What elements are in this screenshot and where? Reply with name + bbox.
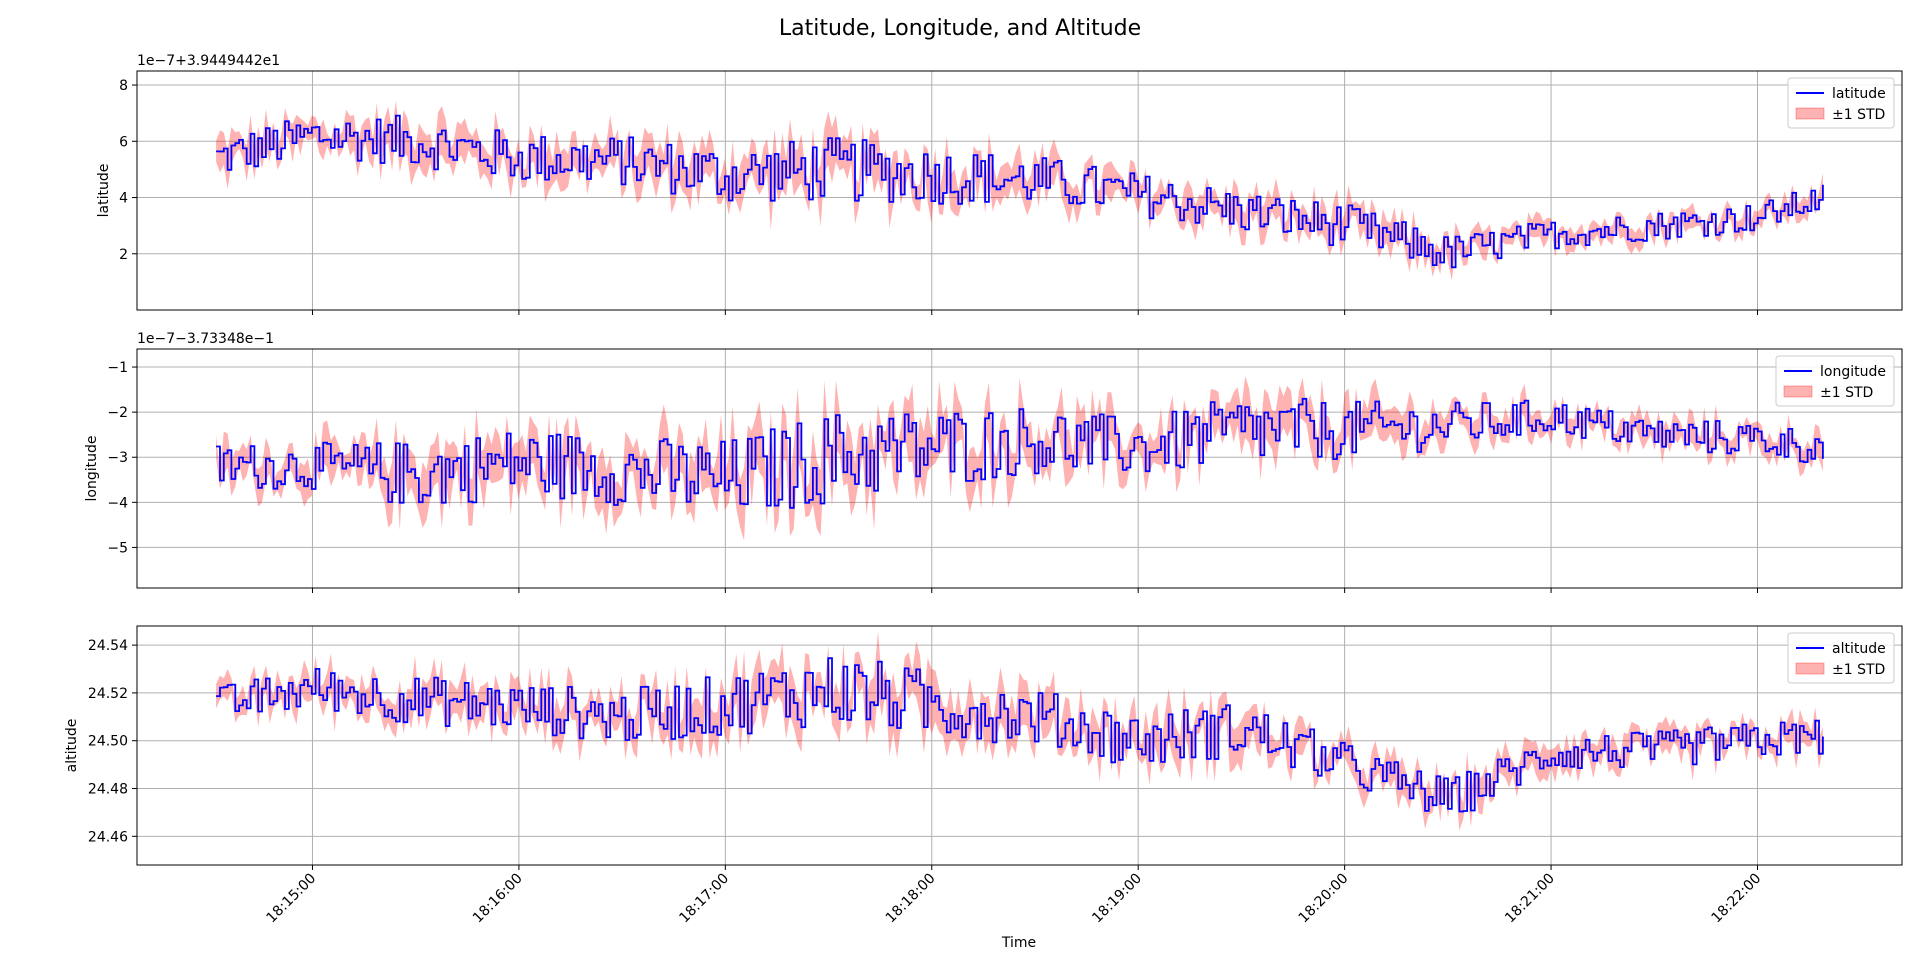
panel-altitude: 24.4624.4824.5024.5224.54altitudealtitud… xyxy=(64,625,1903,927)
x-tick-label: 18:18:00 xyxy=(883,871,939,927)
panel-longitude: −5 −4 −3 −2 −1 longitude 1e−7−3.73348e−1 longit… xyxy=(84,331,1903,593)
x-tick-label: 18:20:00 xyxy=(1296,871,1352,927)
legend-band-swatch xyxy=(1795,662,1825,675)
legend: longitude ±1 STD xyxy=(1775,355,1895,407)
legend: latitude ±1 STD xyxy=(1787,77,1895,129)
y-tick-label: 24.54 xyxy=(88,638,128,654)
std-band xyxy=(216,100,1823,281)
x-axis-label: Time xyxy=(1001,935,1036,951)
plot-frame xyxy=(136,625,1903,866)
series-line-altitude xyxy=(216,657,1824,813)
y-axis-label: altitude xyxy=(64,719,80,773)
y-tick-label: 4 xyxy=(119,191,128,207)
plot-frame xyxy=(136,348,1903,589)
legend-label-series: longitude xyxy=(1820,364,1886,380)
legend-band-swatch xyxy=(1783,385,1813,398)
x-tick-label: 18:21:00 xyxy=(1502,871,1558,927)
y-axis-label: longitude xyxy=(84,436,100,502)
y-tick-label: −1 xyxy=(107,360,128,376)
x-tick-label: 18:19:00 xyxy=(1089,871,1145,927)
y-tick-label: 24.46 xyxy=(88,829,128,845)
chart-title: Latitude, Longitude, and Altitude xyxy=(779,16,1141,41)
x-tick-label: 18:17:00 xyxy=(676,871,732,927)
legend-frame xyxy=(1787,632,1895,684)
y-tick-label: 6 xyxy=(119,134,128,150)
legend: altitude ±1 STD xyxy=(1787,632,1895,684)
y-tick-label: 2 xyxy=(119,247,128,263)
y-tick-label: −3 xyxy=(107,450,128,466)
legend-band-swatch xyxy=(1795,107,1825,120)
axis-offset-text: 1e−7−3.73348e−1 xyxy=(137,331,274,347)
panel-latitude: 2 4 6 8 latitude 1e−7+3.9449442e1 latitude ±1 S… xyxy=(96,53,1903,315)
legend-label-band: ±1 STD xyxy=(1820,385,1873,401)
y-tick-label: 24.50 xyxy=(88,734,128,750)
y-tick-label: −4 xyxy=(107,495,128,511)
y-tick-label: −5 xyxy=(107,540,128,556)
legend-frame xyxy=(1775,355,1895,407)
series-line-longitude xyxy=(216,397,1824,509)
y-tick-label: 24.52 xyxy=(88,686,128,702)
series-line-latitude xyxy=(216,114,1824,269)
y-axis-label: latitude xyxy=(96,164,112,218)
legend-label-band: ±1 STD xyxy=(1832,662,1885,678)
y-tick-label: 24.48 xyxy=(88,782,128,798)
axis-offset-text: 1e−7+3.9449442e1 xyxy=(137,53,280,69)
plot-frame xyxy=(136,70,1903,311)
legend-label-series: latitude xyxy=(1832,86,1886,102)
y-tick-label: 8 xyxy=(119,78,128,94)
legend-frame xyxy=(1787,77,1895,129)
x-tick-label: 18:22:00 xyxy=(1709,871,1765,927)
x-tick-label: 18:15:00 xyxy=(264,871,320,927)
x-tick-label: 18:16:00 xyxy=(470,871,526,927)
legend-label-series: altitude xyxy=(1832,641,1886,657)
legend-label-band: ±1 STD xyxy=(1832,107,1885,123)
y-tick-label: −2 xyxy=(107,405,128,421)
